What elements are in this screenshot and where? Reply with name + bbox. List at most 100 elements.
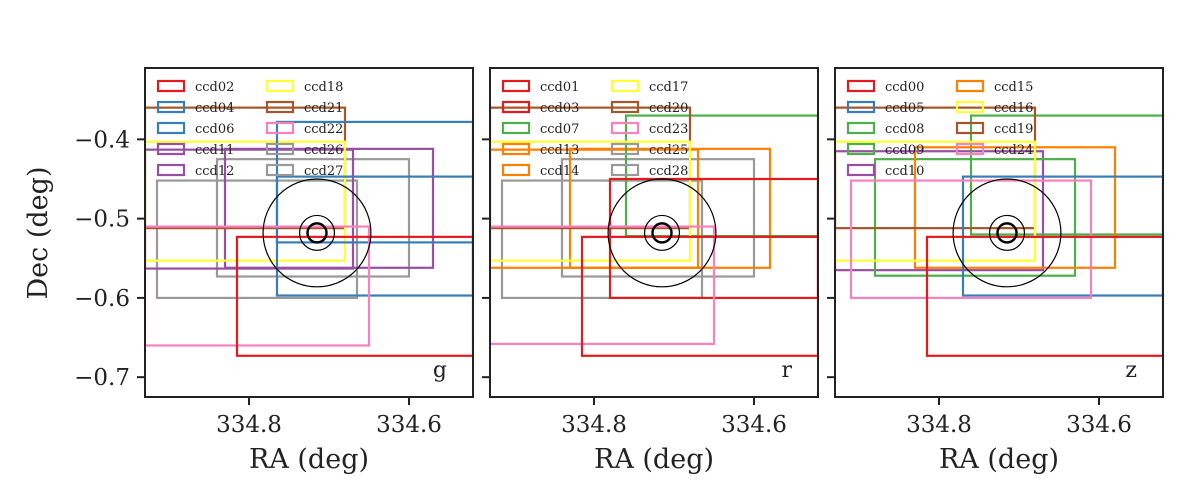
ccd05-legend-label: ccd05: [885, 101, 924, 116]
ccd22-footprint: [145, 225, 371, 347]
ccd10-legend-label: ccd10: [885, 164, 924, 179]
ccd26-footprint: [215, 158, 411, 278]
ccd13-footprint: [568, 147, 772, 269]
ccd25-legend-swatch: [610, 142, 640, 156]
x-tick-label: 334.8: [216, 412, 282, 438]
ccd02-legend-label: ccd02: [195, 80, 234, 95]
x-tick-label: 334.8: [906, 412, 972, 438]
ccd07-legend-label: ccd07: [540, 122, 579, 137]
ccd09-footprint: [969, 114, 1163, 236]
aperture-circle: [262, 178, 372, 288]
band-label: z: [1125, 358, 1137, 383]
ccd27-footprint: [155, 179, 359, 300]
ccd11-legend-swatch: [156, 142, 186, 156]
ccd09-legend-swatch: [846, 142, 876, 156]
x-axis-label: RA (deg): [249, 444, 369, 475]
ccd25-legend-label: ccd25: [649, 143, 688, 158]
y-tick-label: −0.6: [74, 286, 130, 312]
ccd25-footprint: [560, 158, 756, 278]
ccd22-legend-label: ccd22: [304, 122, 343, 137]
aperture-circle: [298, 214, 336, 251]
ccd12-legend-label: ccd12: [195, 164, 234, 179]
ccd28-legend-swatch: [610, 163, 640, 177]
ccd24-legend-label: ccd24: [994, 143, 1033, 158]
plot-area: [490, 106, 818, 357]
ccd14-legend-swatch: [501, 163, 531, 177]
ccd23-legend-label: ccd23: [649, 122, 688, 137]
ccd23-legend-swatch: [610, 121, 640, 135]
ccd27-legend-label: ccd27: [304, 164, 343, 179]
ccd06-legend-swatch: [156, 121, 186, 135]
ccd10-legend-swatch: [846, 163, 876, 177]
aperture-circle: [643, 214, 681, 251]
ccd00-footprint: [925, 235, 1163, 357]
ccd17-legend-swatch: [610, 79, 640, 93]
ccd11-legend-label: ccd11: [195, 143, 234, 158]
ccd04-legend-swatch: [156, 100, 186, 114]
ccd09-legend-label: ccd09: [885, 143, 924, 158]
x-tick-label: 334.6: [376, 412, 442, 438]
ccd22-legend-swatch: [265, 121, 295, 135]
x-tick-label: 334.8: [561, 412, 627, 438]
panel-z: ccd00 ccd05 ccd08 ccd09 ccd10 ccd15 ccd16 ccd19…: [827, 67, 1164, 475]
ccd12-legend-swatch: [156, 163, 186, 177]
ccd07-legend-swatch: [501, 121, 531, 135]
legend: ccd01 ccd03 ccd07 ccd13 ccd14 ccd17 ccd20 ccd23…: [501, 79, 688, 179]
ccd15-legend-swatch: [955, 79, 985, 93]
ccd13-legend-label: ccd13: [540, 143, 579, 158]
ccd20-legend-label: ccd20: [649, 101, 688, 116]
panel-g: ccd02 ccd04 ccd06 ccd11 ccd12 ccd18 ccd21 ccd22…: [74, 67, 474, 475]
ccd16-legend-label: ccd16: [994, 101, 1033, 116]
ccd01-footprint: [580, 235, 818, 357]
y-tick-label: −0.5: [74, 207, 130, 233]
ccd04-legend-label: ccd04: [195, 101, 234, 116]
ccd03-legend-swatch: [501, 100, 531, 114]
aperture-circle: [651, 222, 673, 244]
band-label: r: [781, 358, 792, 383]
ccd06-legend-label: ccd06: [195, 122, 234, 137]
band-label: g: [433, 358, 447, 383]
y-tick-label: −0.4: [74, 127, 130, 153]
aperture-circle: [952, 178, 1062, 288]
aperture-circle: [306, 222, 328, 244]
ccd03-legend-label: ccd03: [540, 101, 579, 116]
ccd01-legend-swatch: [501, 79, 531, 93]
x-axis-label: RA (deg): [594, 444, 714, 475]
x-tick-label: 334.6: [721, 412, 787, 438]
ccd19-legend-label: ccd19: [994, 122, 1033, 137]
ccd00-legend-label: ccd00: [885, 80, 924, 95]
ccd08-legend-swatch: [846, 121, 876, 135]
ccd08-legend-label: ccd08: [885, 122, 924, 137]
ccd14-legend-label: ccd14: [540, 164, 579, 179]
ccd27-legend-swatch: [265, 163, 295, 177]
legend: ccd02 ccd04 ccd06 ccd11 ccd12 ccd18 ccd21 ccd22…: [156, 79, 343, 179]
ccd13-legend-swatch: [501, 142, 531, 156]
ccd28-footprint: [500, 179, 704, 300]
legend: ccd00 ccd05 ccd08 ccd09 ccd10 ccd15 ccd16 ccd19…: [846, 79, 1033, 179]
ccd18-footprint: [145, 140, 347, 262]
ccd19-legend-swatch: [955, 121, 985, 135]
ccd18-legend-swatch: [265, 79, 295, 93]
axes-frame: [834, 67, 1164, 398]
x-tick-label: 334.6: [1066, 412, 1132, 438]
ccd01-legend-label: ccd01: [540, 80, 579, 95]
ccd26-legend-label: ccd26: [304, 143, 343, 158]
aperture-circle: [607, 178, 717, 288]
ccd06-footprint: [275, 120, 473, 244]
x-axis-label: RA (deg): [939, 444, 1059, 475]
ccd00-legend-swatch: [846, 79, 876, 93]
panels: ccd02 ccd04 ccd06 ccd11 ccd12 ccd18 ccd21 ccd22…: [74, 67, 1164, 475]
ccd24-footprint: [849, 179, 1093, 300]
ccd21-legend-label: ccd21: [304, 101, 343, 116]
axes-frame: [489, 67, 819, 398]
ccd10-footprint: [835, 150, 1045, 272]
plot-area: [835, 106, 1163, 357]
ccd28-legend-label: ccd28: [649, 164, 688, 179]
aperture-circle: [988, 214, 1026, 251]
ccd21-legend-swatch: [265, 100, 295, 114]
ccd23-footprint: [490, 225, 716, 345]
ccd24-legend-swatch: [955, 142, 985, 156]
plot-area: [145, 106, 473, 357]
ccd11-footprint: [223, 147, 435, 269]
